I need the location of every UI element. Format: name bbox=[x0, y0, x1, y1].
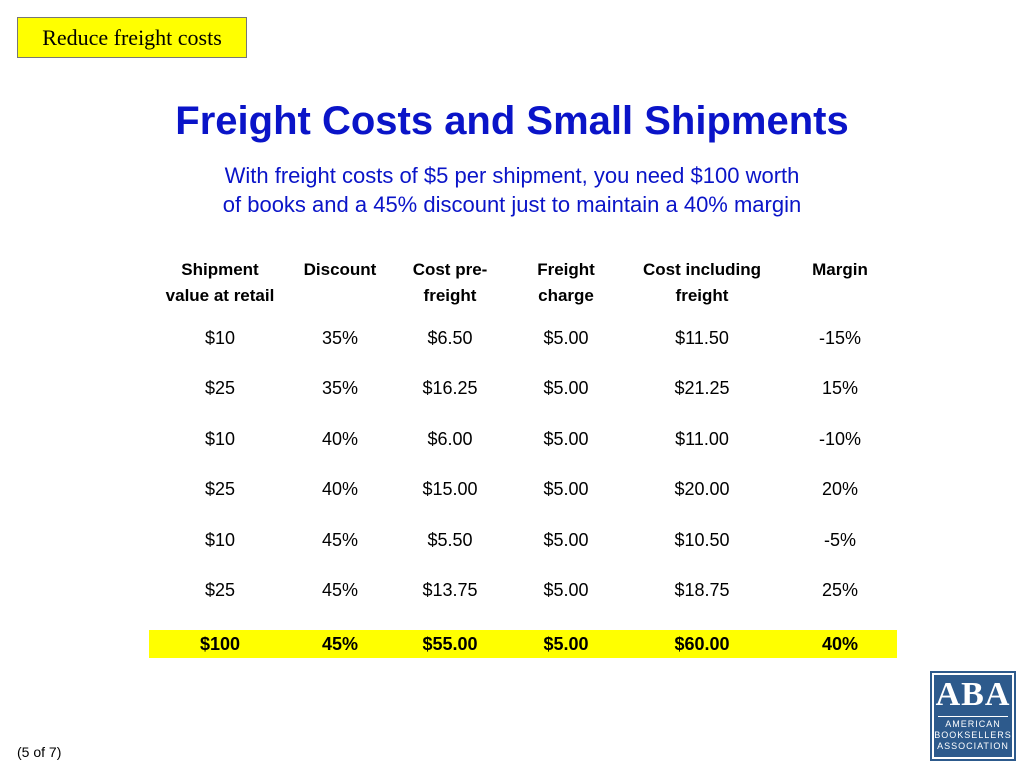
table-cell: $11.00 bbox=[675, 428, 729, 449]
header-text: Shipment bbox=[181, 260, 259, 279]
table-cell: 15% bbox=[821, 378, 859, 399]
table-cell: -10% bbox=[818, 428, 862, 449]
table-cell: 20% bbox=[821, 479, 859, 500]
slide-title: Freight Costs and Small Shipments bbox=[175, 99, 849, 143]
table-cell: 40% bbox=[321, 479, 359, 500]
aba-logo: ABA AMERICAN BOOKSELLERS ASSOCIATION bbox=[930, 671, 1016, 761]
table-cell: $10.50 bbox=[674, 529, 730, 550]
table-cell: $25 bbox=[204, 378, 236, 399]
table-cell: $100 bbox=[149, 630, 291, 658]
table-cell: $5.00 bbox=[543, 327, 589, 348]
table-cell: $5.00 bbox=[543, 428, 589, 449]
header-text: Margin bbox=[812, 260, 868, 279]
header-text: freight bbox=[423, 286, 477, 305]
logo-divider bbox=[938, 716, 1008, 717]
spacer-cell bbox=[149, 616, 897, 630]
table-cell: 35% bbox=[321, 327, 359, 348]
header-text: Freight bbox=[537, 260, 595, 279]
header-text: Discount bbox=[303, 260, 377, 279]
table-row: $25 35% $16.25 $5.00 $21.25 15% bbox=[149, 364, 897, 415]
table-cell: $6.50 bbox=[427, 327, 473, 348]
header-freight-charge: Freight charge bbox=[511, 256, 621, 313]
table-cell: $55.00 bbox=[389, 630, 511, 658]
header-cost-including-freight: Cost including freight bbox=[621, 256, 783, 313]
table-cell: $5.00 bbox=[543, 378, 589, 399]
table-cell: $5.50 bbox=[427, 529, 473, 550]
table-cell: $5.00 bbox=[543, 529, 589, 550]
table-cell: 45% bbox=[291, 630, 389, 658]
table-row: $10 40% $6.00 $5.00 $11.00 -10% bbox=[149, 414, 897, 465]
table-spacer bbox=[149, 616, 897, 630]
table-header-row: Shipment value at retail Discount Cost p… bbox=[149, 256, 897, 313]
logo-line-3: ASSOCIATION bbox=[937, 741, 1009, 751]
table-cell: $5.00 bbox=[543, 479, 589, 500]
subtitle-line-1: With freight costs of $5 per shipment, y… bbox=[224, 163, 800, 188]
logo-line-1: AMERICAN bbox=[945, 719, 1001, 729]
table-cell: $25 bbox=[204, 479, 236, 500]
table-cell: $13.75 bbox=[422, 580, 478, 601]
header-discount: Discount bbox=[291, 256, 389, 313]
table-cell: $10 bbox=[204, 327, 236, 348]
topic-tag: Reduce freight costs bbox=[17, 17, 247, 58]
header-text: charge bbox=[538, 286, 594, 305]
table-cell: $6.00 bbox=[427, 428, 473, 449]
table-row: $25 45% $13.75 $5.00 $18.75 25% bbox=[149, 566, 897, 617]
table-cell: $10 bbox=[204, 529, 236, 550]
table-cell: -5% bbox=[823, 529, 856, 550]
table-cell: $18.75 bbox=[674, 580, 730, 601]
freight-cost-table: Shipment value at retail Discount Cost p… bbox=[149, 256, 897, 658]
table-cell: $25 bbox=[204, 580, 236, 601]
subtitle-line-2: of books and a 45% discount just to main… bbox=[222, 192, 802, 217]
table-cell: -15% bbox=[818, 327, 862, 348]
table-cell: $15.00 bbox=[422, 479, 478, 500]
header-text: Cost including bbox=[642, 260, 762, 279]
table-cell: $10 bbox=[204, 428, 236, 449]
table-cell: $5.00 bbox=[543, 580, 589, 601]
table-cell: 40% bbox=[783, 630, 897, 658]
table-row: $10 35% $6.50 $5.00 $11.50 -15% bbox=[149, 313, 897, 364]
table-cell: 45% bbox=[321, 529, 359, 550]
logo-line-2: BOOKSELLERS bbox=[934, 730, 1012, 740]
header-margin: Margin bbox=[783, 256, 897, 313]
table-cell: $5.00 bbox=[511, 630, 621, 658]
slide-subtitle: With freight costs of $5 per shipment, y… bbox=[150, 161, 874, 219]
logo-letters: ABA bbox=[935, 676, 1011, 713]
logo-wordmark: AMERICAN BOOKSELLERS ASSOCIATION bbox=[934, 719, 1012, 752]
page-indicator: (5 of 7) bbox=[17, 744, 62, 760]
table-cell: 45% bbox=[321, 580, 359, 601]
logo-background: ABA AMERICAN BOOKSELLERS ASSOCIATION bbox=[934, 675, 1012, 757]
table-row: $10 45% $5.50 $5.00 $10.50 -5% bbox=[149, 515, 897, 566]
header-cost-pre-freight: Cost pre- freight bbox=[389, 256, 511, 313]
table-cell: $16.25 bbox=[422, 378, 478, 399]
header-shipment-value: Shipment value at retail bbox=[149, 256, 291, 313]
header-text: Cost pre- bbox=[412, 260, 488, 279]
table-cell: 25% bbox=[821, 580, 859, 601]
highlight-row: $100 45% $55.00 $5.00 $60.00 40% bbox=[149, 630, 897, 658]
table-cell: $60.00 bbox=[621, 630, 783, 658]
table-cell: $20.00 bbox=[674, 479, 730, 500]
table-cell: $11.50 bbox=[675, 327, 729, 348]
table-row: $25 40% $15.00 $5.00 $20.00 20% bbox=[149, 465, 897, 516]
table-cell: $21.25 bbox=[674, 378, 730, 399]
table-cell: 35% bbox=[321, 378, 359, 399]
header-text: freight bbox=[675, 286, 729, 305]
header-text: value at retail bbox=[165, 286, 275, 305]
table-cell: 40% bbox=[321, 428, 359, 449]
